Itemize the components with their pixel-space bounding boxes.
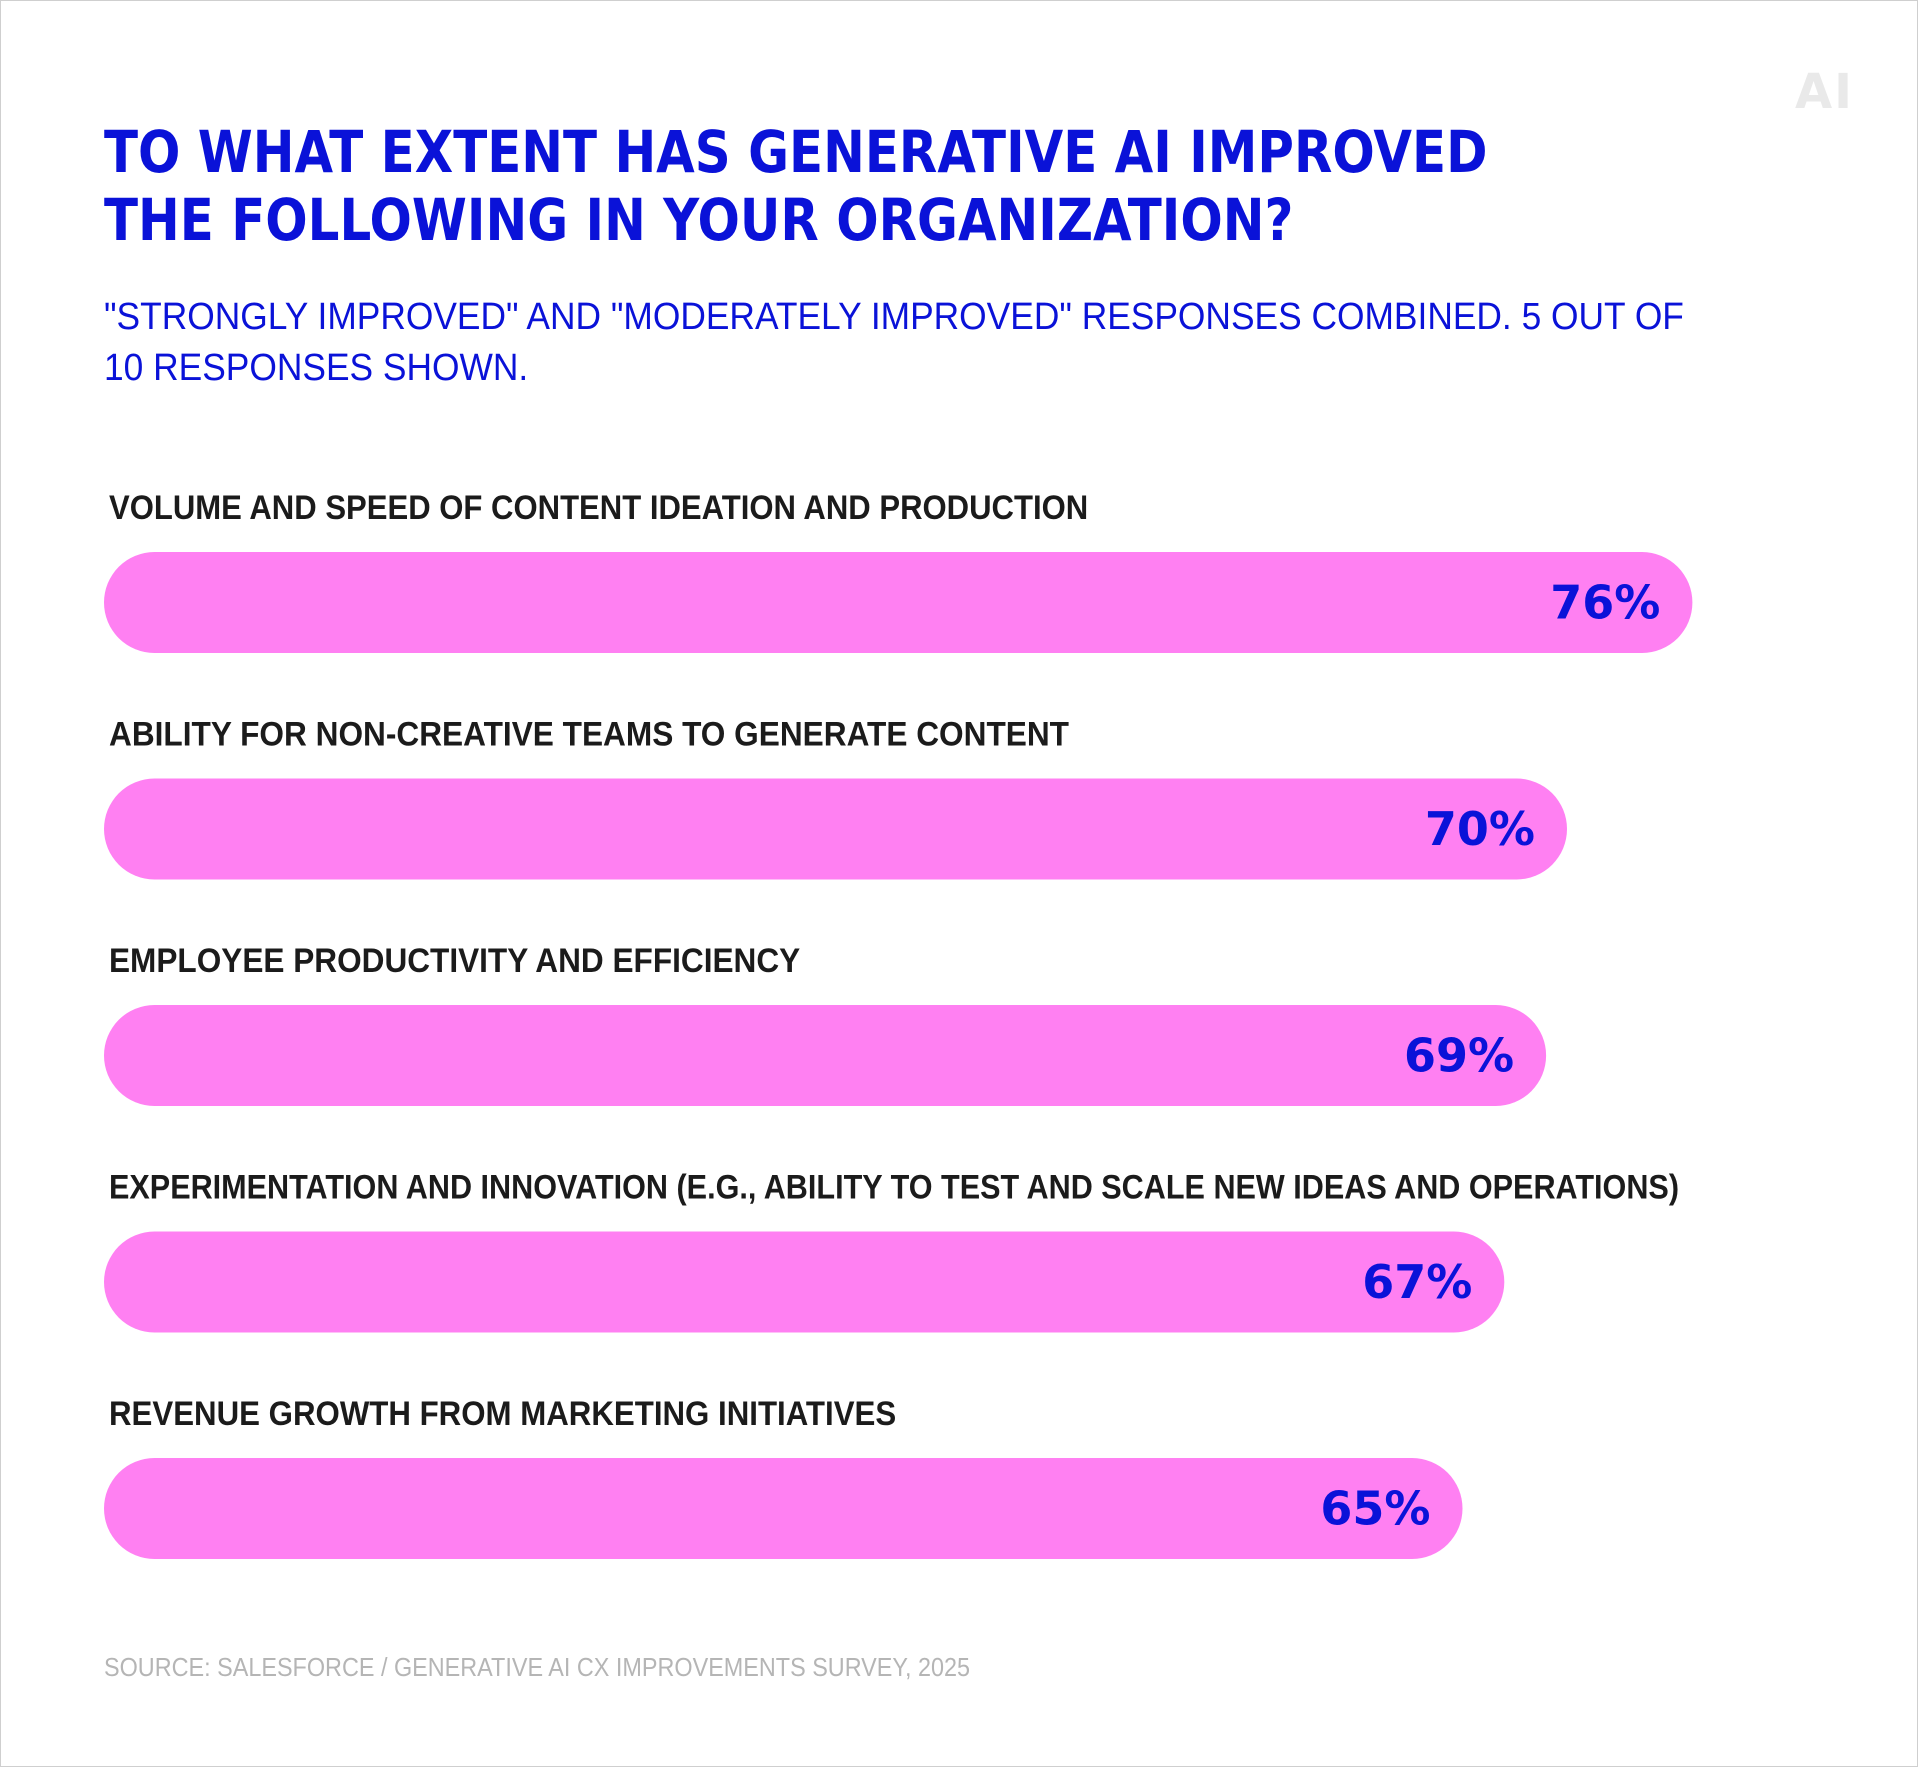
category-label: REVENUE GROWTH FROM MARKETING INITIATIVE… [109, 1395, 896, 1433]
brand-logo: AI [1795, 64, 1855, 120]
value-label: 67% [1362, 1255, 1472, 1309]
category-label: EXPERIMENTATION AND INNOVATION (E.G., AB… [109, 1169, 1679, 1207]
chart-title: TO WHAT EXTENT HAS GENERATIVE AI IMPROVE… [104, 118, 1488, 254]
category-label: EMPLOYEE PRODUCTIVITY AND EFFICIENCY [109, 942, 800, 980]
value-label: 65% [1320, 1482, 1430, 1536]
bar [104, 778, 1567, 880]
bar [104, 1458, 1463, 1559]
value-label: 70% [1425, 802, 1535, 856]
source-note: SOURCE: SALESFORCE / GENERATIVE AI CX IM… [104, 1652, 971, 1682]
category-label: ABILITY FOR NON-CREATIVE TEAMS TO GENERA… [109, 716, 1069, 754]
value-label: 76% [1550, 576, 1660, 630]
category-label: VOLUME AND SPEED OF CONTENT IDEATION AND… [109, 489, 1088, 527]
value-label: 69% [1404, 1029, 1514, 1083]
bar [104, 1005, 1547, 1106]
chart-subtitle: "STRONGLY IMPROVED" AND "MODERATELY IMPR… [104, 296, 1684, 389]
bar [104, 552, 1693, 653]
bar [104, 1231, 1505, 1333]
